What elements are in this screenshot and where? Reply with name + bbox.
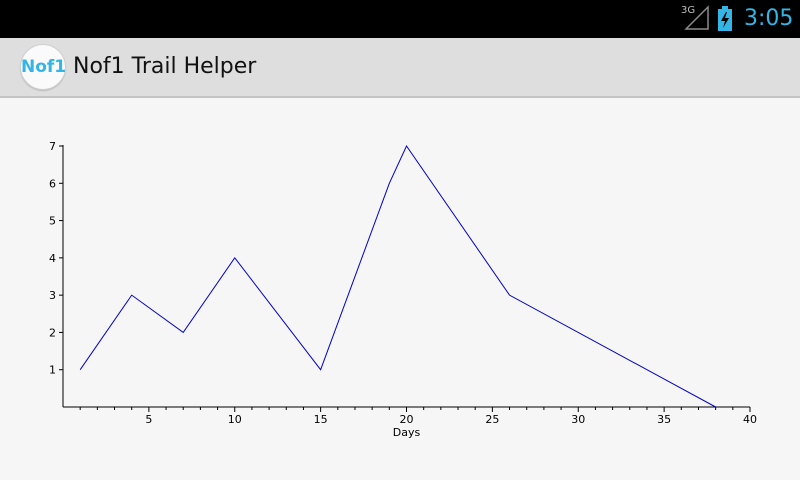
y-tick-label: 5 <box>49 215 56 228</box>
y-tick-label: 2 <box>49 326 56 339</box>
action-bar: Nof1 Nof1 Trail Helper <box>0 38 800 98</box>
x-tick-label: 35 <box>657 413 671 426</box>
network-type-label: 3G <box>681 5 696 16</box>
battery-charging-icon <box>716 6 736 32</box>
app-title: Nof1 Trail Helper <box>73 54 257 79</box>
y-tick-label: 4 <box>49 252 56 265</box>
x-tick-label: 15 <box>314 413 328 426</box>
x-tick-label: 5 <box>145 413 152 426</box>
app-logo-icon[interactable]: Nof1 <box>20 44 66 90</box>
x-tick-label: 25 <box>485 413 499 426</box>
series-line <box>79 144 716 408</box>
y-tick-label: 7 <box>49 140 56 153</box>
y-tick-label: 3 <box>49 289 56 302</box>
x-tick-label: 20 <box>400 413 414 426</box>
status-clock: 3:05 <box>744 6 794 31</box>
x-tick-label: 30 <box>571 413 585 426</box>
status-bar: 3G 3:05 <box>0 0 800 38</box>
y-tick-label: 6 <box>49 177 56 190</box>
x-tick-label: 40 <box>743 413 757 426</box>
line-chart: 5 10 15 20 25 30 35 40 1 2 3 4 5 6 7 Days <box>49 140 757 439</box>
app-logo-text: Nof1 <box>21 57 67 77</box>
x-tick-label: 10 <box>228 413 242 426</box>
y-tick-label: 1 <box>49 364 56 377</box>
signal-icon: 3G <box>681 5 709 31</box>
x-axis-label: Days <box>393 426 421 439</box>
